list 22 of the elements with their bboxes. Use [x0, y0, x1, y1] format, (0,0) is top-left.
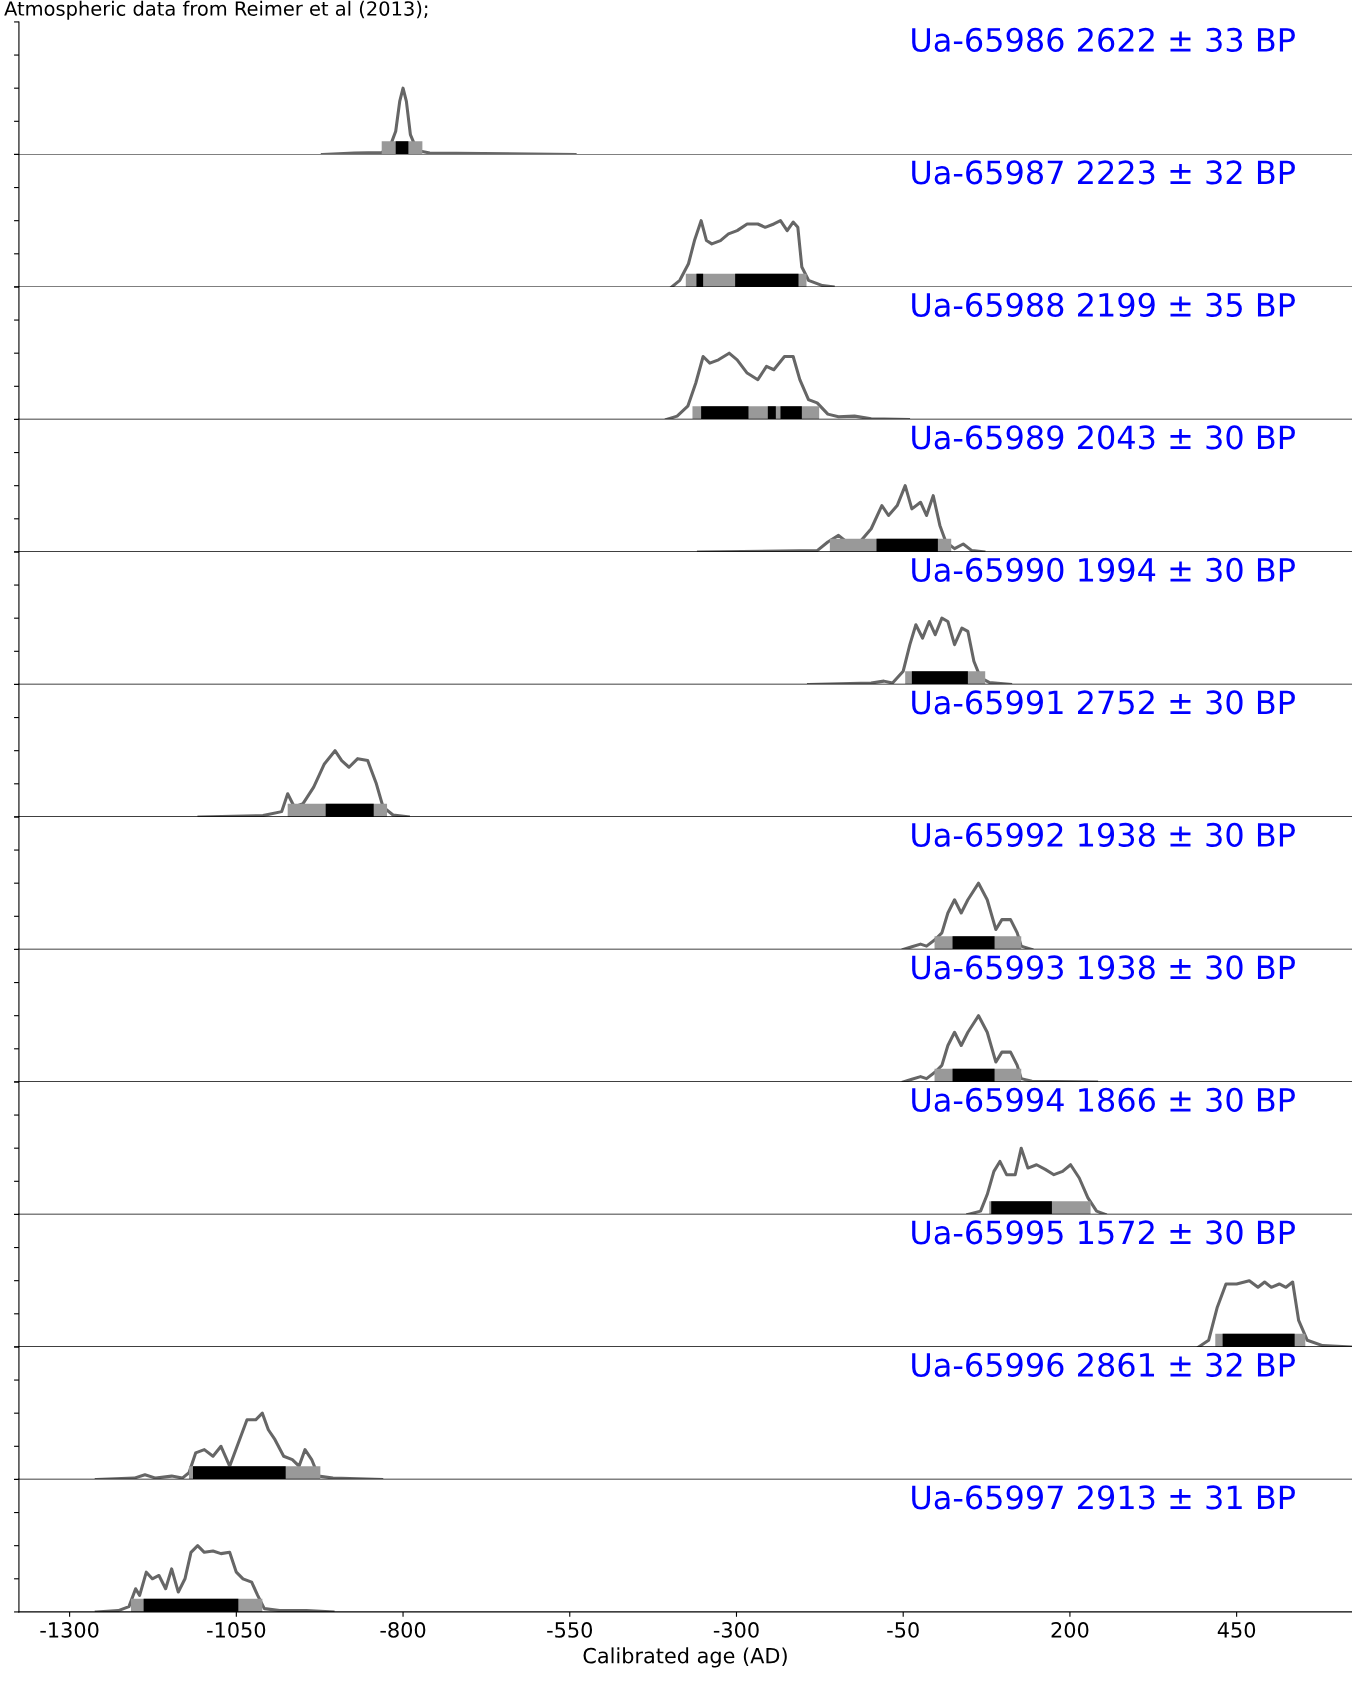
- chart-title: Ua-65997 2913 ± 31 BP: [912, 1485, 1295, 1510]
- x-tick-label: -50: [887, 1622, 919, 1638]
- chart-title: Ua-65991 2752 ± 30 BP: [912, 690, 1295, 715]
- x-tick-label: -300: [713, 1622, 759, 1638]
- chart-title: Ua-65993 1938 ± 30 BP: [912, 955, 1295, 980]
- chart-title: Ua-65986 2622 ± 33 BP: [912, 27, 1295, 52]
- x-tick-label: -550: [547, 1622, 593, 1638]
- chart-title: Ua-65989 2043 ± 30 BP: [912, 425, 1295, 450]
- chart-title: Ua-65990 1994 ± 30 BP: [912, 557, 1295, 582]
- chart-title: Ua-65994 1866 ± 30 BP: [912, 1087, 1295, 1112]
- chart-title: Ua-65996 2861 ± 32 BP: [912, 1352, 1295, 1377]
- chart-title: Ua-65992 1938 ± 30 BP: [912, 822, 1295, 847]
- x-tick-label: -800: [380, 1622, 426, 1638]
- chart-title: Ua-65987 2223 ± 32 BP: [912, 160, 1295, 185]
- chart-title: Ua-65988 2199 ± 35 BP: [912, 292, 1295, 317]
- x-tick-label: 450: [1217, 1622, 1256, 1638]
- text: Atmospheric data from Reimer et al (2013);: [4, 0, 428, 20]
- x-axis-title: Calibrated age (AD): [583, 1647, 787, 1668]
- chart-title: Ua-65995 1572 ± 30 BP: [912, 1220, 1295, 1245]
- x-tick-label: -1300: [40, 1622, 99, 1638]
- x-tick-label: 200: [1051, 1622, 1089, 1638]
- x-tick-label: -1050: [207, 1622, 266, 1638]
